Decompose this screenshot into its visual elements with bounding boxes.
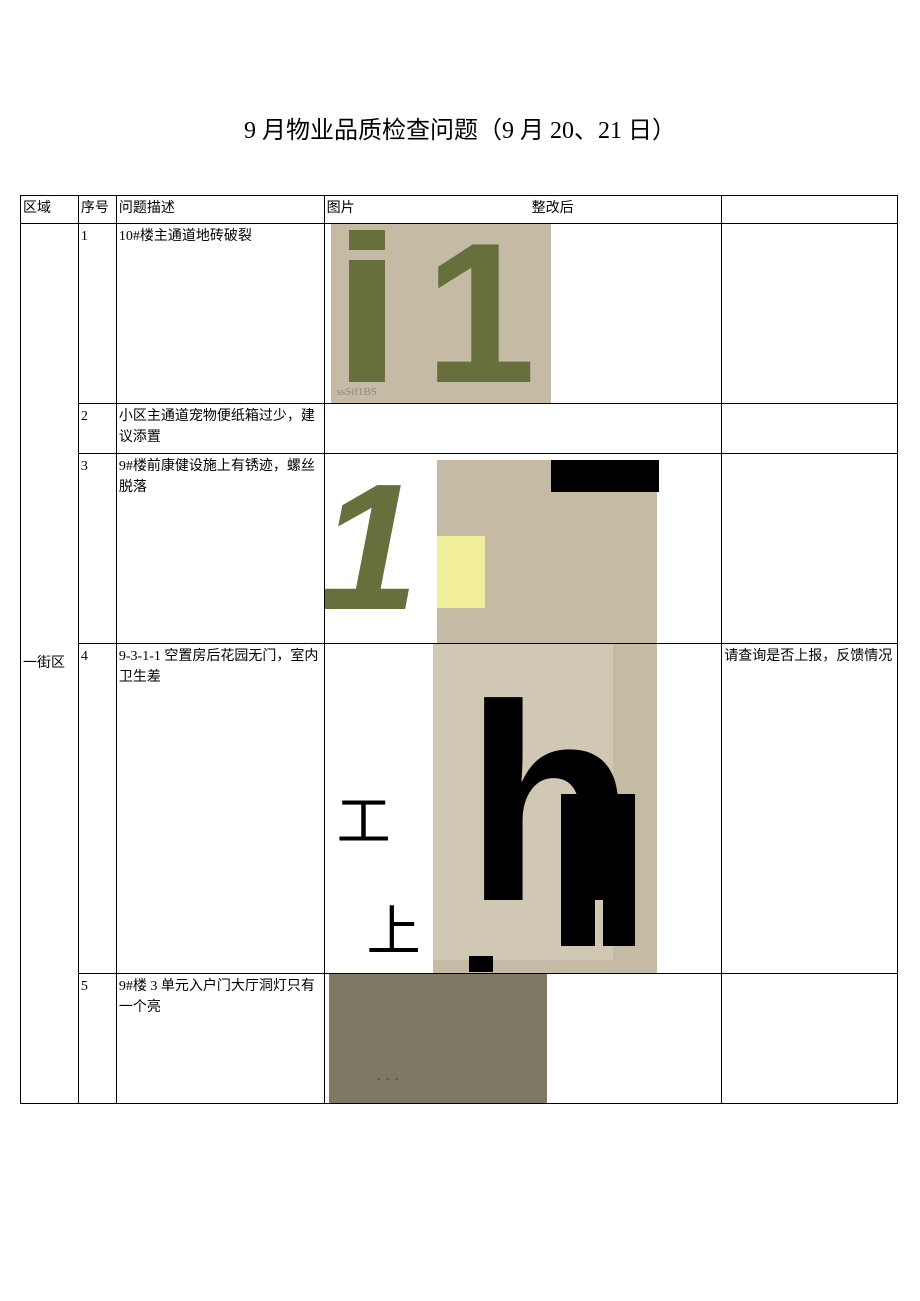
row-num: 4 bbox=[78, 644, 116, 974]
row-num: 3 bbox=[78, 454, 116, 644]
table-row: 4 9-3-1-1 空置房后花园无门，室内卫生差 h 工 上 请查询是否上报，反… bbox=[21, 644, 898, 974]
row-num: 2 bbox=[78, 404, 116, 454]
image-shape bbox=[437, 536, 485, 608]
inspection-table: 区域 序号 问题描述 图片 整改后 一街区 1 10#楼主通道地砖破裂 1 ss… bbox=[20, 195, 898, 1104]
row-image-cell: 1 ssSif1BS bbox=[324, 224, 722, 404]
image-glyph: 1 bbox=[324, 458, 419, 638]
table-row: 3 9#楼前康健设施上有锈迹，螺丝脱落 1 bbox=[21, 454, 898, 644]
placeholder-image: h 工 上 bbox=[325, 644, 722, 974]
row-note bbox=[722, 224, 898, 404]
image-glyph: 1 bbox=[425, 224, 536, 404]
image-shape bbox=[349, 230, 385, 250]
row-note bbox=[722, 404, 898, 454]
row-desc: 9#楼前康健设施上有锈迹，螺丝脱落 bbox=[116, 454, 324, 644]
image-shape bbox=[349, 260, 385, 382]
image-glyph: 工 bbox=[337, 782, 391, 863]
image-watermark: ssSif1BS bbox=[337, 384, 377, 401]
row-num: 1 bbox=[78, 224, 116, 404]
header-after-label: 整改后 bbox=[532, 201, 574, 216]
image-glyph: 上 bbox=[367, 892, 421, 973]
image-shape bbox=[561, 794, 595, 946]
image-shape bbox=[603, 794, 635, 946]
placeholder-image: 1 ssSif1BS bbox=[325, 224, 722, 404]
row-image-cell: 、、、 bbox=[324, 974, 722, 1104]
placeholder-image: 、、、 bbox=[325, 974, 722, 1104]
header-num: 序号 bbox=[78, 196, 116, 224]
header-area: 区域 bbox=[21, 196, 79, 224]
placeholder-image: 1 bbox=[325, 454, 722, 644]
image-shape bbox=[469, 956, 493, 972]
row-desc: 9-3-1-1 空置房后花园无门，室内卫生差 bbox=[116, 644, 324, 974]
header-note bbox=[722, 196, 898, 224]
row-image-cell bbox=[324, 404, 722, 454]
image-bg bbox=[329, 974, 547, 1104]
row-desc: 9#楼 3 单元入户门大厅洞灯只有一个亮 bbox=[116, 974, 324, 1104]
table-row: 一街区 1 10#楼主通道地砖破裂 1 ssSif1BS bbox=[21, 224, 898, 404]
header-image-label: 图片 bbox=[327, 201, 355, 216]
table-row: 2 小区主通道宠物便纸箱过少，建议添置 bbox=[21, 404, 898, 454]
row-num: 5 bbox=[78, 974, 116, 1104]
row-image-cell: h 工 上 bbox=[324, 644, 722, 974]
area-cell: 一街区 bbox=[21, 224, 79, 1104]
row-image-cell: 1 bbox=[324, 454, 722, 644]
table-row: 5 9#楼 3 单元入户门大厅洞灯只有一个亮 、、、 bbox=[21, 974, 898, 1104]
header-image: 图片 整改后 bbox=[324, 196, 722, 224]
page-title: 9 月物业品质检查问题（9 月 20、21 日） bbox=[0, 110, 920, 145]
row-note: 请查询是否上报，反馈情况 bbox=[722, 644, 898, 974]
header-desc: 问题描述 bbox=[116, 196, 324, 224]
row-note bbox=[722, 454, 898, 644]
table-header-row: 区域 序号 问题描述 图片 整改后 bbox=[21, 196, 898, 224]
image-shape bbox=[551, 460, 659, 492]
image-watermark: 、、、 bbox=[377, 1070, 409, 1085]
row-desc: 10#楼主通道地砖破裂 bbox=[116, 224, 324, 404]
row-note bbox=[722, 974, 898, 1104]
row-desc: 小区主通道宠物便纸箱过少，建议添置 bbox=[116, 404, 324, 454]
